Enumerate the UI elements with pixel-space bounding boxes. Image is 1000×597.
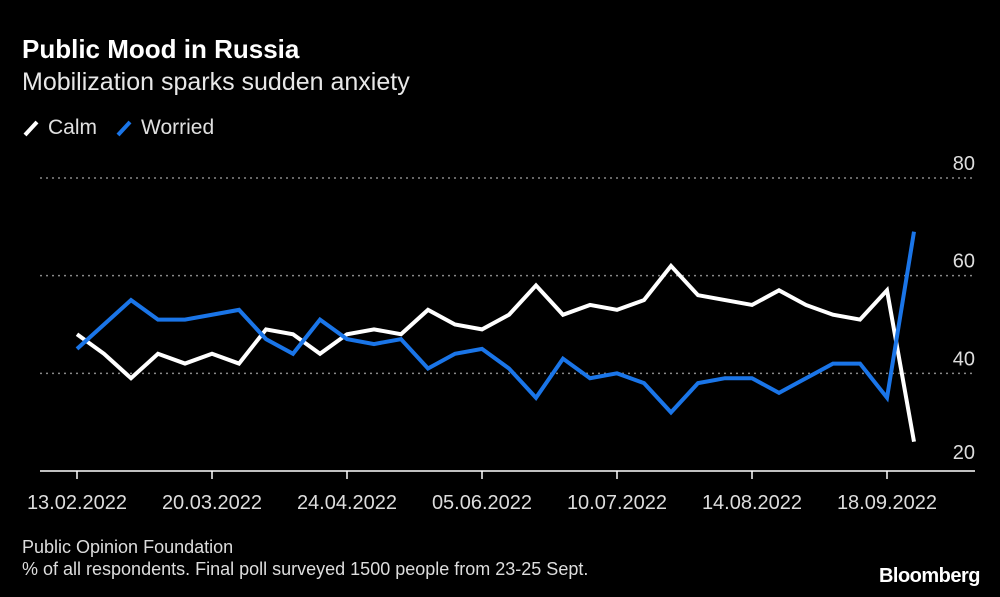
y-tick-label: 40	[953, 348, 975, 370]
worried-swatch-icon	[116, 120, 132, 137]
note-text: % of all respondents. Final poll surveye…	[22, 559, 589, 579]
series-line-worried	[75, 231, 916, 416]
legend-label: Calm	[48, 116, 98, 139]
calm-swatch-icon	[23, 120, 39, 137]
bloomberg-logo: Bloomberg	[878, 565, 981, 587]
source-text: Public Opinion Foundation	[22, 537, 234, 557]
x-tick-label: 24.04.2022	[297, 492, 397, 514]
x-tick-label: 14.08.2022	[702, 492, 802, 514]
y-tick-label: 20	[953, 442, 975, 464]
legend-item-worried: Worried	[115, 116, 214, 140]
chart-title: Public Mood in Russia	[22, 34, 300, 64]
chart-subtitle: Mobilization sparks sudden anxiety	[22, 68, 410, 96]
legend-label: Worried	[141, 116, 215, 139]
y-tick-label: 60	[953, 251, 975, 273]
x-tick-label: 20.03.2022	[162, 492, 262, 514]
legend: Calm Worried	[22, 116, 214, 140]
x-tick-label: 05.06.2022	[432, 492, 532, 514]
footer-notes: Public Opinion Foundation % of all respo…	[22, 536, 588, 580]
x-tick-label: 10.07.2022	[567, 492, 667, 514]
y-tick-label: 80	[953, 153, 975, 175]
legend-item-calm: Calm	[22, 116, 97, 140]
x-tick-label: 18.09.2022	[837, 492, 937, 514]
x-tick-label: 13.02.2022	[27, 492, 127, 514]
series-line-calm	[75, 262, 916, 443]
